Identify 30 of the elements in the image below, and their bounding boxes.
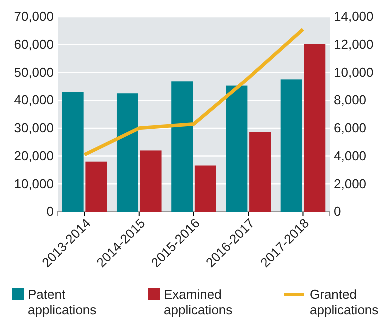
bar (194, 166, 216, 212)
bar (304, 44, 326, 212)
bar (250, 132, 272, 212)
bar (86, 162, 108, 212)
y-tick-label: 50,000 (14, 64, 54, 80)
y-tick-label: 60,000 (14, 37, 54, 52)
y-tick-label: 10,000 (14, 176, 54, 192)
y-tick-label: 70,000 (14, 9, 54, 24)
bar (280, 80, 302, 212)
y2-tick-label: 6,000 (334, 120, 367, 136)
y2-tick-label: 8,000 (334, 92, 367, 108)
y-tick-label: 0 (46, 204, 54, 220)
line-series (83, 28, 305, 157)
y2-tick-label: 4,000 (334, 148, 367, 164)
y-tick-label: 30,000 (14, 120, 54, 136)
legend-label: Granted applications (310, 287, 380, 318)
y2-tick-label: 0 (334, 204, 342, 220)
y2-tick-label: 12,000 (334, 37, 374, 52)
y2-tick-label: 14,000 (334, 9, 374, 24)
y2-tick-label: 10,000 (334, 64, 374, 80)
legend-label: Examined applications (164, 287, 234, 318)
bar (226, 86, 248, 212)
y-tick-label: 20,000 (14, 148, 54, 164)
y2-tick-label: 2,000 (334, 176, 367, 192)
bar (172, 82, 194, 212)
bar (140, 150, 162, 212)
bar (62, 92, 84, 212)
y-tick-label: 40,000 (14, 92, 54, 108)
legend-label: Patent applications (28, 287, 98, 318)
bar (116, 94, 138, 212)
